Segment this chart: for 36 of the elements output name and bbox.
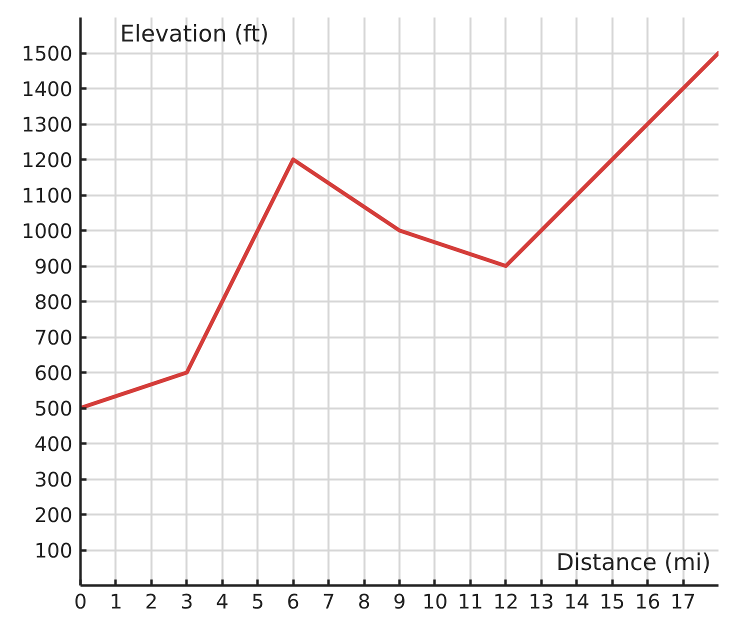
x-tick-label: 8	[358, 590, 370, 614]
y-tick-label: 1400	[22, 77, 73, 101]
x-tick-label: 7	[322, 590, 335, 614]
y-tick-label: 300	[34, 468, 73, 492]
x-tick-label: 11	[458, 590, 484, 614]
y-tick-label: 800	[34, 290, 73, 314]
x-tick-label: 14	[564, 590, 590, 614]
x-tick-label: 2	[145, 590, 158, 614]
x-tick-label: 0	[74, 590, 87, 614]
y-tick-label: 700	[34, 326, 73, 350]
x-axis-title: Distance (mi)	[556, 550, 711, 576]
y-axis-title: Elevation (ft)	[120, 22, 269, 48]
x-tick-label: 13	[528, 590, 554, 614]
y-tick-label: 1500	[22, 42, 73, 66]
x-tick-label: 9	[393, 590, 406, 614]
x-tick-label: 17	[670, 590, 696, 614]
x-tick-label: 6	[286, 590, 300, 614]
y-tick-label: 400	[34, 432, 73, 456]
y-tick-label: 500	[34, 396, 73, 420]
x-tick-label: 4	[216, 590, 229, 614]
y-tick-label: 1200	[22, 148, 73, 172]
x-tick-label: 10	[422, 590, 448, 614]
x-tick-label: 5	[251, 590, 264, 614]
y-tick-label: 100	[34, 538, 73, 562]
line-series	[80, 51, 718, 410]
x-tick-label: 1	[110, 590, 122, 614]
x-tick-label: 3	[180, 590, 194, 614]
x-tick-label: 16	[634, 590, 660, 614]
y-tick-label: 600	[34, 361, 73, 385]
y-tick-label: 900	[34, 254, 73, 278]
y-tick-label: 1300	[22, 112, 73, 136]
x-tick-label: 15	[599, 590, 625, 614]
y-tick-label: 200	[34, 503, 73, 527]
x-tick-label: 12	[493, 590, 519, 614]
y-tick-label: 1100	[22, 184, 73, 208]
y-tick-label: 1000	[22, 219, 73, 243]
